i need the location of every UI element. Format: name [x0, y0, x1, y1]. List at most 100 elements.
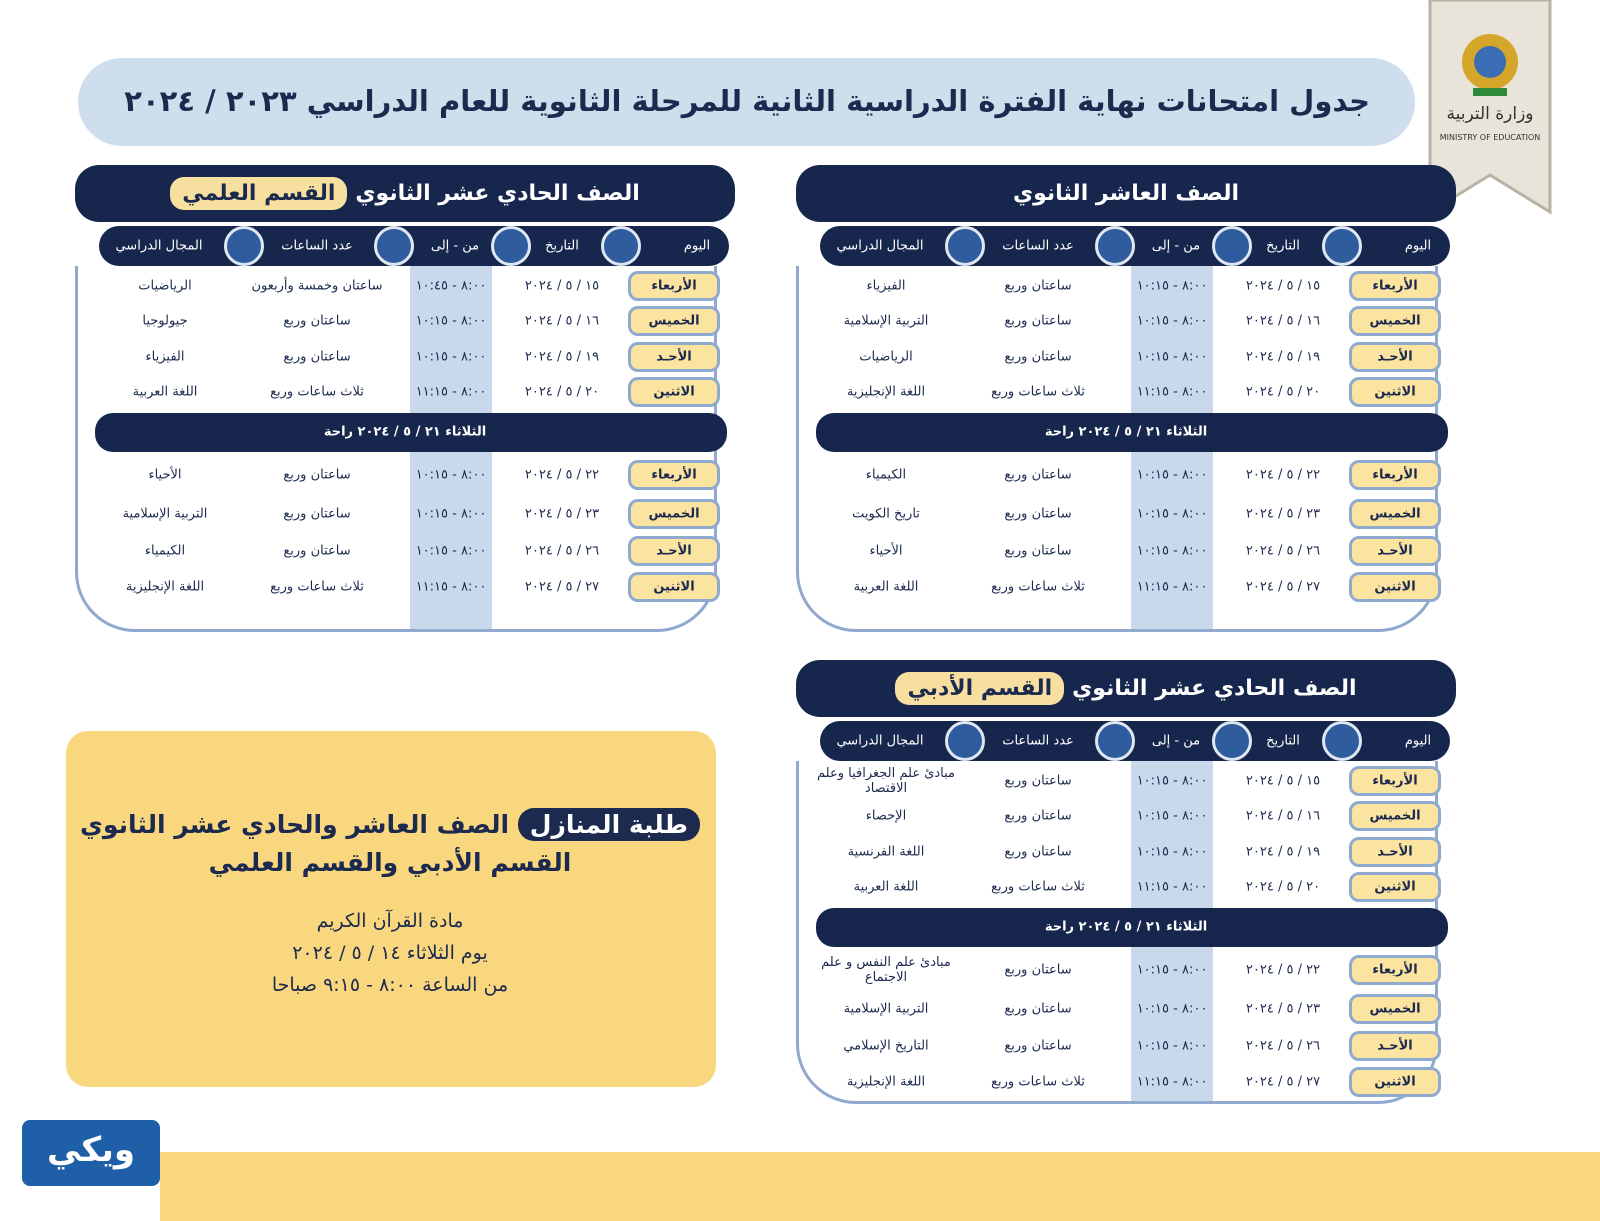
cell: ٨:٠٠ - ١٠:١٥: [1136, 808, 1208, 824]
day-cell: الخميس: [1369, 313, 1421, 329]
note-highlight: طلبة المنازل: [517, 808, 700, 841]
cell: ٨:٠٠ - ١٠:١٥: [1136, 844, 1208, 860]
cell: ساعتان وخمسة وأربعون: [251, 278, 383, 294]
cell: ١٦ / ٥ / ٢٠٢٤: [1245, 313, 1321, 329]
day-pill: [1349, 955, 1441, 985]
column-icon: [945, 721, 985, 761]
column-label: التاريخ: [1266, 733, 1300, 749]
cell: ٨:٠٠ - ١٠:١٥: [1136, 313, 1208, 329]
day-pill: [1349, 1067, 1441, 1097]
subject-cell: اللغة الفرنسية: [847, 844, 925, 860]
cell: ثلاث ساعات وربع: [270, 579, 364, 595]
day-pill: [1349, 994, 1441, 1024]
cell: ساعتان وربع: [283, 543, 351, 559]
day-cell: الأحـد: [656, 349, 692, 365]
cell: ٢٣ / ٥ / ٢٠٢٤: [1245, 1001, 1321, 1017]
cell: ٢٦ / ٥ / ٢٠٢٤: [1245, 543, 1321, 559]
cell: ٨:٠٠ - ١١:١٥: [1136, 384, 1208, 400]
day-pill: [1349, 377, 1441, 407]
day-cell: الاثنين: [1374, 579, 1416, 595]
cell: ٨:٠٠ - ١٠:١٥: [1136, 773, 1208, 789]
column-label: التاريخ: [545, 238, 579, 254]
logo-name: وزارة التربية: [1446, 104, 1534, 124]
schedule-table: الصف العاشر الثانوي اليوم التاريخ من - إلى ع…: [796, 165, 1456, 635]
table-header: الصف العاشر الثانوي: [796, 165, 1456, 222]
column-icon: [945, 226, 985, 266]
day-pill: [628, 499, 720, 529]
cell: ٢٣ / ٥ / ٢٠٢٤: [524, 506, 600, 522]
day-pill: [1349, 271, 1441, 301]
subject-cell: اللغة العربية: [853, 579, 919, 595]
schedule-table: الصف الحادي عشر الثانوي القسم العلمي اليوم…: [75, 165, 735, 635]
day-pill: [1349, 766, 1441, 796]
table-highlight: القسم العلمي: [170, 177, 348, 210]
column-icon: [491, 226, 531, 266]
cell: ٢٠ / ٥ / ٢٠٢٤: [1245, 879, 1321, 895]
cell: ٨:٠٠ - ١٠:١٥: [1136, 1038, 1208, 1054]
day-cell: الأحـد: [1377, 844, 1413, 860]
subject-cell: اللغة العربية: [132, 384, 198, 400]
day-pill: [1349, 499, 1441, 529]
day-cell: الخميس: [648, 506, 700, 522]
note-subject: مادة القرآن الكريم: [316, 910, 464, 932]
day-cell: الأربعاء: [1372, 962, 1418, 978]
subject-cell: التربية الإسلامية: [843, 313, 929, 329]
cell: ساعتان وربع: [1004, 278, 1072, 294]
cell: ساعتان وربع: [1004, 349, 1072, 365]
break-label: الثلاثاء ٢١ / ٥ / ٢٠٢٤ راحة: [323, 424, 487, 440]
subject-cell: اللغة الإنجليزية: [846, 1074, 926, 1090]
day-cell: الاثنين: [1374, 1074, 1416, 1090]
note-line1: الصف العاشر والحادي عشر الثانوي: [80, 810, 510, 839]
subject-cell: التربية الإسلامية: [843, 1001, 929, 1017]
cell: ٢٧ / ٥ / ٢٠٢٤: [1245, 1074, 1321, 1090]
cell: ثلاث ساعات وربع: [991, 579, 1085, 595]
cell: ثلاث ساعات وربع: [991, 384, 1085, 400]
subject-cell: اللغة الإنجليزية: [125, 579, 205, 595]
cell: ٢٧ / ٥ / ٢٠٢٤: [524, 579, 600, 595]
cell: ساعتان وربع: [1004, 506, 1072, 522]
subject-cell: الفيزياء: [145, 349, 185, 365]
day-pill: [1349, 342, 1441, 372]
day-cell: الأربعاء: [651, 467, 697, 483]
day-pill: [1349, 837, 1441, 867]
subject-cell: الإحصاء: [865, 808, 907, 824]
cell: ساعتان وربع: [1004, 808, 1072, 824]
day-pill: [1349, 801, 1441, 831]
day-pill: [1349, 536, 1441, 566]
subject-cell: التاريخ الإسلامي: [843, 1038, 929, 1054]
column-icon: [601, 226, 641, 266]
day-pill: [628, 271, 720, 301]
cell: ٨:٠٠ - ١١:١٥: [1136, 879, 1208, 895]
cell: ١٥ / ٥ / ٢٠٢٤: [1245, 278, 1321, 294]
cell: ١٥ / ٥ / ٢٠٢٤: [1245, 773, 1321, 789]
subject-cell: الرياضيات: [138, 278, 192, 294]
table-header: الصف الحادي عشر الثانوي القسم العلمي: [75, 165, 735, 222]
cell: ١٩ / ٥ / ٢٠٢٤: [524, 349, 600, 365]
cell: ساعتان وربع: [1004, 1038, 1072, 1054]
subject-cell: اللغة الإنجليزية: [846, 384, 926, 400]
cell: ٨:٠٠ - ١٠:١٥: [415, 506, 487, 522]
title-bar: [78, 58, 1415, 146]
column-label: اليوم: [1404, 733, 1432, 749]
break-label: الثلاثاء ٢١ / ٥ / ٢٠٢٤ راحة: [1044, 919, 1208, 935]
cell: ٨:٠٠ - ١٠:١٥: [415, 543, 487, 559]
subject-cell: التربية الإسلامية: [122, 506, 208, 522]
cell: ١٦ / ٥ / ٢٠٢٤: [524, 313, 600, 329]
cell: ٢٠ / ٥ / ٢٠٢٤: [524, 384, 600, 400]
column-label: المجال الدراسي: [836, 238, 924, 254]
day-cell: الخميس: [1369, 1001, 1421, 1017]
page-title: جدول امتحانات نهاية الفترة الدراسية الثا…: [124, 84, 1370, 118]
cell: ساعتان وربع: [1004, 773, 1072, 789]
day-cell: الأربعاء: [651, 278, 697, 294]
cell: ثلاث ساعات وربع: [991, 1074, 1085, 1090]
day-cell: الأربعاء: [1372, 773, 1418, 789]
day-cell: الأحـد: [1377, 349, 1413, 365]
cell: ساعتان وربع: [283, 506, 351, 522]
subject-cell: اللغة العربية: [853, 879, 919, 895]
day-pill: [628, 536, 720, 566]
cell: ساعتان وربع: [1004, 467, 1072, 483]
cell: ساعتان وربع: [283, 313, 351, 329]
day-cell: الأحـد: [656, 543, 692, 559]
subject-cell: مبادئ علم الجغرافيا وعلم الاقتصاد: [816, 766, 956, 796]
subject-cell: الكيمياء: [865, 467, 907, 483]
